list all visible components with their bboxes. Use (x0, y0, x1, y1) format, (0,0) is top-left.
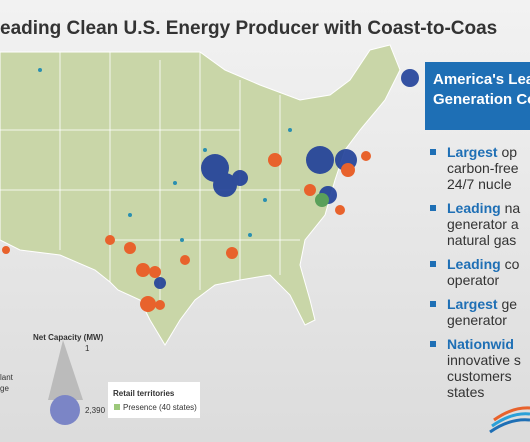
bullet-line: Nationwid (447, 336, 530, 352)
logo (489, 406, 530, 434)
orange-bubbles (2, 151, 371, 312)
retail-presence: Presence (40 states) (123, 403, 197, 412)
bullet: Nationwid innovative s customers states (430, 336, 530, 400)
bullet-text: operator (447, 272, 500, 288)
bullet-text: carbon-free (447, 160, 519, 176)
bullet-lead: Largest (447, 296, 498, 312)
bullet-lead: Largest (447, 144, 498, 160)
bullet-text: innovative s (447, 352, 521, 368)
bullet-text: op (501, 144, 518, 160)
bullet-line: Leading co (447, 256, 530, 272)
bullet-text: 24/7 nucle (447, 176, 512, 192)
bullet: Leading na generator a natural gas (430, 200, 530, 248)
bullet-line: Leading na (447, 200, 530, 216)
bullet-line: Largest op (447, 144, 530, 160)
plant-type-label: lant (0, 373, 14, 382)
bullet-text: states (447, 384, 485, 400)
bullet-text: generator a (447, 216, 519, 232)
bullet-line: Largest ge (447, 296, 530, 312)
capacity-min: 1 (85, 344, 90, 353)
bullet-lead: Nationwid (447, 336, 514, 352)
plant-type-label: ge (0, 384, 9, 393)
green-bubble (315, 193, 329, 207)
panel-heading: America's Lea Generation Co (425, 62, 530, 130)
bullet-text: co (504, 256, 520, 272)
teal-dots (38, 68, 292, 242)
bullet: Largest op carbon-free 24/7 nucle (430, 144, 530, 192)
heading-line: Generation Co (433, 91, 530, 108)
bullet-text: ge (501, 296, 518, 312)
capacity-legend (48, 340, 83, 425)
bullet-lead: Leading (447, 256, 501, 272)
capacity-max: 2,390 (85, 406, 106, 415)
bullet-text: customers (447, 368, 512, 384)
capacity-title: Net Capacity (MW) (33, 333, 104, 342)
bullet: Largest ge generator (430, 296, 530, 328)
bullet: Leading co operator (430, 256, 530, 288)
slide-title: eading Clean U.S. Energy Producer with C… (0, 18, 498, 39)
bullet-text: na (504, 200, 521, 216)
bullet-lead: Leading (447, 200, 501, 216)
retail-title: Retail territories (113, 389, 175, 398)
bullet-text: generator (447, 312, 507, 328)
retail-swatch (114, 404, 120, 410)
bullet-text: natural gas (447, 232, 517, 248)
retail-box (108, 382, 200, 418)
bullet-list: Largest op carbon-free 24/7 nucle Leading n… (430, 144, 530, 408)
heading-line: America's Lea (433, 71, 530, 88)
